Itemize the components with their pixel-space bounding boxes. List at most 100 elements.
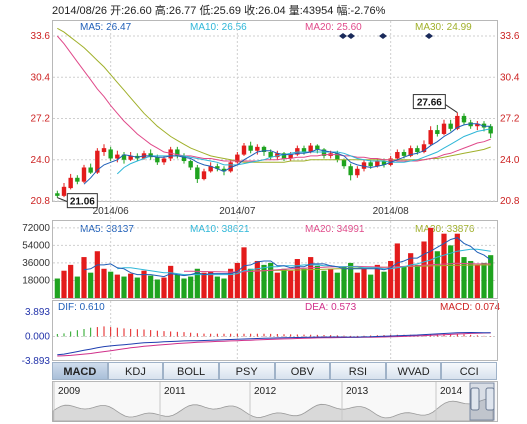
volume-bar [354,272,360,298]
volume-bar [148,275,154,298]
navigator-year-label: 2011 [164,386,186,397]
price-ma5-line [83,123,491,185]
price-tick-right: 30.4 [500,72,520,83]
navigator-year-label: 2014 [440,386,463,397]
month-tick-label: 2014/06 [93,206,130,217]
tab-boll[interactable]: BOLL [163,362,219,380]
volume-bar [168,265,174,298]
volume-bar [94,251,100,298]
volume-bar [234,262,240,298]
month-tick-label: 2014/08 [373,206,410,217]
candle-body [161,158,167,163]
candle-body [261,146,267,153]
axis-labels: 20.8 20.8 24.0 24.0 27.2 27.2 30.4 30.4 33.6 33.6… [22,31,520,367]
candle-body [121,154,127,160]
candle-body [241,145,247,155]
price-ma30-legend: MA30: 24.99 [415,22,472,33]
high-marker-leader [445,104,458,113]
candle-body [348,166,353,176]
volume-bar [201,272,207,298]
candle-body [295,148,300,155]
marker-star-icon [425,33,433,39]
candle-body [201,171,207,180]
quote-header: 2014/08/26 开:26.60 高:26.77 低:25.69 收:26.… [52,2,385,18]
volume-bar [301,268,307,298]
navigator-year-label: 2012 [254,386,277,397]
price-tick-left: 20.8 [31,196,51,207]
macd-dif-line [57,331,491,356]
volume-bar [334,272,340,298]
candle-body [301,148,307,153]
candle-body [108,149,113,159]
candle-body [235,154,240,163]
volume-bar [241,247,247,298]
candle-body [195,167,200,180]
volume-bar [254,260,260,298]
candle-body [388,158,393,165]
macd-value-legend: MACD: 0.074 [440,302,501,313]
candle-body [455,115,460,129]
tab-macd[interactable]: MACD [52,362,108,380]
quote-low: 低:25.69 [199,5,242,17]
volume-bar [68,264,74,298]
volume-ma10-line [117,248,491,276]
volume-bar [468,260,474,298]
volume-bar [281,268,287,298]
volume-bar [461,257,467,298]
navigator-left-handle[interactable] [470,387,480,411]
volume-tick-label: 36000 [22,258,50,269]
volume-tick-label: 54000 [22,240,50,251]
volume-ma20-legend: MA20: 34991 [305,224,365,235]
navigator-series [52,398,494,422]
tab-obv[interactable]: OBV [274,362,331,380]
candle-body [421,144,427,153]
volume-bar [61,270,67,298]
tab-kdj[interactable]: KDJ [107,362,164,380]
volume-bar [488,255,494,298]
candle-body [401,152,407,156]
candle-body [375,161,380,167]
volume-bar [261,264,267,298]
navigator-year-label: 2009 [58,386,81,397]
volume-bar [308,257,314,298]
volume-bar [421,241,427,298]
volume-bar [54,278,60,298]
volume-ma30-legend: MA30: 33876 [415,224,475,235]
price-ma5-legend: MA5: 26.47 [80,22,132,33]
quote-close: 收:26.04 [244,5,286,17]
quote-change: 幅:-2.76% [336,5,386,17]
marker-star-icon [379,33,387,39]
volume-bar [454,233,460,298]
tab-rsi[interactable]: RSI [330,362,386,380]
navigator-right-handle[interactable] [485,387,495,411]
candlesticks [55,112,493,198]
tab-wvad[interactable]: WVAD [385,362,442,380]
candle-body [281,153,287,159]
tab-cci[interactable]: CCI [441,362,497,380]
volume-bar [321,270,327,298]
tab-psy[interactable]: PSY [218,362,275,380]
candle-body [175,149,180,156]
candle-body [215,166,220,169]
candle-body [228,162,233,172]
volume-bar [274,272,280,298]
candle-body [408,148,413,156]
volume-bar [294,259,300,298]
volume-bar [134,277,140,298]
volume-bar [341,266,347,298]
price-ma-lines [56,27,491,185]
candle-body [181,155,187,162]
macd-dea-legend: DEA: 0.573 [305,302,357,313]
volume-bar [208,271,214,298]
macd-lines [57,331,491,357]
volume-bar [414,264,420,298]
volume-bar [194,268,200,298]
candle-body [221,168,227,172]
volume-bar [401,266,407,298]
candle-body [468,122,473,127]
volume-bar [368,274,374,298]
candle-body [475,123,480,127]
volume-bar [141,270,147,298]
candle-body [148,153,153,158]
